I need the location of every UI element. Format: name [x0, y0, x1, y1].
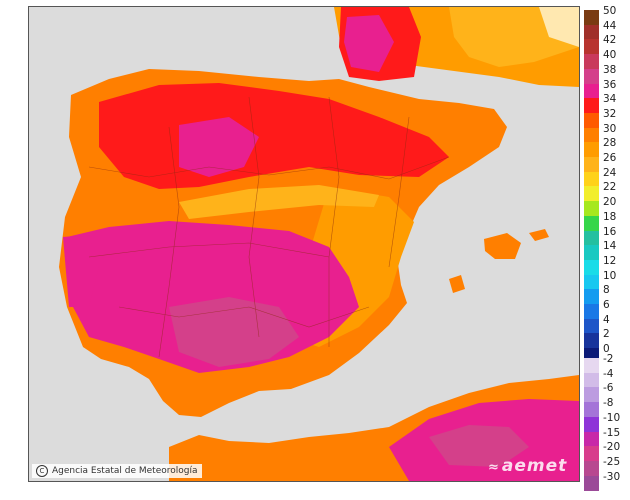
- legend-label-positive: 22: [603, 181, 617, 194]
- legend-label-positive: 10: [603, 269, 617, 282]
- temperature-map: [28, 6, 580, 482]
- legend-swatch-positive: [584, 112, 599, 128]
- legend-swatch-positive: [584, 171, 599, 187]
- legend-swatch-positive: [584, 259, 599, 275]
- legend-label-positive: 28: [603, 137, 617, 150]
- legend-label-positive: 38: [603, 63, 617, 76]
- legend-label-positive: 16: [603, 225, 617, 238]
- legend-label-positive: 42: [603, 34, 617, 47]
- legend-swatch-positive: [584, 142, 599, 158]
- aemet-logo: ≈ aemet: [488, 456, 567, 476]
- map-canvas: [29, 7, 579, 481]
- legend-label-positive: 12: [603, 254, 617, 267]
- legend-swatch-negative: [584, 387, 599, 403]
- legend-label-positive: 40: [603, 49, 617, 62]
- legend-label-negative: -30: [603, 470, 621, 483]
- legend-swatch-negative: [584, 475, 599, 491]
- legend-swatch-positive: [584, 10, 599, 25]
- legend-label-negative: -25: [603, 455, 621, 468]
- legend-label-negative: -8: [603, 397, 614, 410]
- legend-swatch-positive: [584, 186, 599, 202]
- mallorca: [484, 233, 521, 259]
- legend-label-positive: 34: [603, 93, 617, 106]
- france-magenta-zone: [344, 15, 394, 72]
- legend-label-positive: 30: [603, 122, 617, 135]
- legend-swatch-positive: [584, 230, 599, 246]
- legend-label-positive: 36: [603, 78, 617, 91]
- legend-swatch-negative: [584, 446, 599, 462]
- legend-swatch-positive: [584, 304, 599, 319]
- legend-swatch-negative: [584, 431, 599, 447]
- portugal-magenta: [63, 235, 99, 307]
- legend-label-positive: 44: [603, 19, 617, 32]
- legend-label-positive: 4: [603, 313, 610, 326]
- legend-label-positive: 0: [603, 343, 610, 356]
- legend-swatch-positive: [584, 127, 599, 143]
- legend-swatch-positive: [584, 157, 599, 172]
- credit-text: Agencia Estatal de Meteorología: [52, 466, 198, 476]
- legend-swatch-negative: [584, 460, 599, 476]
- legend-swatch-positive: [584, 98, 599, 114]
- legend-swatch-positive: [584, 24, 599, 40]
- credit-badge: C Agencia Estatal de Meteorología: [32, 464, 202, 478]
- legend-swatch-positive: [584, 318, 599, 334]
- legend-label-positive: 50: [603, 5, 617, 17]
- legend-swatch-positive: [584, 215, 599, 231]
- legend-swatch-positive: [584, 54, 599, 70]
- north-africa-pink-core: [429, 425, 529, 467]
- temperature-legend: 50 44 42 40 38 36 34 32 30 28 26 24 22 20 18 16 14 12 10 8 6…: [584, 5, 630, 491]
- legend-label-positive: 14: [603, 240, 617, 253]
- legend-label-negative: -6: [603, 382, 614, 395]
- legend-swatch-positive: [584, 39, 599, 55]
- legend-swatch-negative: [584, 372, 599, 388]
- province-borders: [88, 96, 450, 358]
- legend-swatch-positive: [584, 289, 599, 305]
- legend-label-positive: 26: [603, 152, 617, 164]
- copyright-icon: C: [36, 465, 48, 477]
- legend-label-positive: 6: [603, 299, 610, 311]
- brand-text: aemet: [501, 456, 568, 476]
- legend-swatch-positive: [584, 333, 599, 349]
- ibiza: [449, 275, 465, 293]
- legend-label-positive: 20: [603, 196, 617, 209]
- legend-swatch-positive: [584, 83, 599, 99]
- legend-label-positive: 24: [603, 166, 617, 179]
- legend-swatch-negative: [584, 416, 599, 432]
- france-pale-corner: [539, 7, 579, 47]
- legend-label-positive: 8: [603, 284, 610, 297]
- north-plateau-magenta: [179, 117, 259, 177]
- guadalquivir-hot-core: [169, 297, 299, 367]
- legend-swatch-positive: [584, 274, 599, 290]
- legend-swatch-positive: [584, 245, 599, 261]
- legend-swatch-positive: [584, 201, 599, 217]
- menorca: [529, 229, 549, 241]
- legend-label-negative: -2: [603, 353, 614, 365]
- legend-label-positive: 2: [603, 328, 610, 341]
- legend-label-positive: 18: [603, 210, 617, 223]
- legend-swatch-negative: [584, 358, 599, 373]
- legend-label-negative: -15: [603, 426, 621, 439]
- legend-label-negative: -20: [603, 441, 621, 454]
- legend-swatch-negative: [584, 402, 599, 418]
- logo-swirl-icon: ≈: [488, 460, 500, 475]
- legend-label-positive: 32: [603, 107, 617, 120]
- legend-label-negative: -4: [603, 367, 614, 380]
- legend-label-negative: -10: [603, 411, 621, 424]
- legend-swatch-positive: [584, 68, 599, 84]
- central-cool-strip: [179, 185, 379, 219]
